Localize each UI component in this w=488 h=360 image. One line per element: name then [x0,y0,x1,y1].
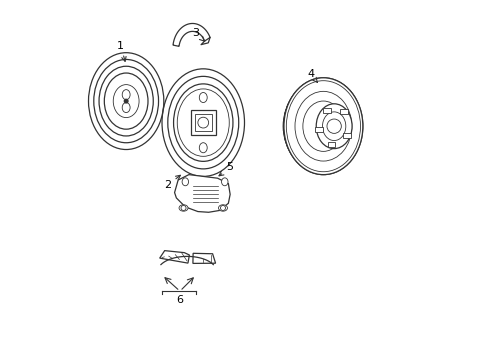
Text: 3: 3 [192,28,204,41]
Text: 5: 5 [219,162,233,176]
FancyBboxPatch shape [194,114,211,131]
Ellipse shape [199,143,207,153]
FancyBboxPatch shape [339,109,347,114]
Text: 4: 4 [306,69,317,82]
Text: 6: 6 [176,295,183,305]
FancyBboxPatch shape [322,108,330,113]
FancyBboxPatch shape [315,127,323,132]
Polygon shape [174,175,230,212]
FancyBboxPatch shape [343,133,350,138]
Ellipse shape [322,112,345,140]
Ellipse shape [221,178,227,186]
Ellipse shape [122,103,130,113]
Polygon shape [173,23,210,46]
Circle shape [124,99,128,103]
Ellipse shape [179,205,187,211]
Ellipse shape [218,205,227,211]
Circle shape [326,119,341,134]
Ellipse shape [199,93,207,103]
FancyBboxPatch shape [190,110,215,135]
Polygon shape [160,251,189,263]
Circle shape [181,206,185,211]
Ellipse shape [182,178,188,186]
Ellipse shape [284,78,362,175]
Ellipse shape [316,104,351,149]
FancyBboxPatch shape [327,142,335,147]
Ellipse shape [177,89,229,156]
Ellipse shape [113,85,139,118]
Circle shape [198,117,208,128]
Circle shape [220,206,225,211]
Text: 1: 1 [117,41,126,61]
Polygon shape [193,253,215,264]
Text: 2: 2 [163,175,180,190]
Ellipse shape [122,90,130,100]
